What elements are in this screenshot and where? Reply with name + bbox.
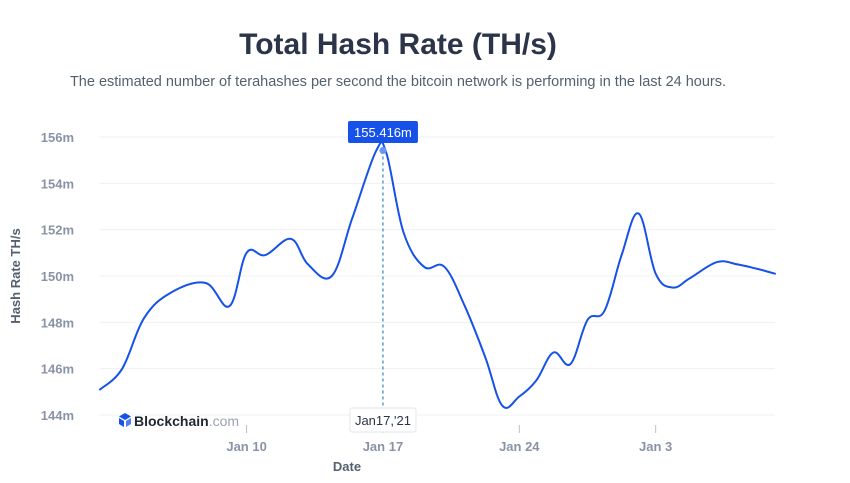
y-axis-ticks: 144m 146m 148m 150m 152m 154m 156m [41,130,74,423]
y-axis-title: Hash Rate TH/s [8,228,23,323]
y-tick-label: 152m [41,223,74,238]
svg-text:Blockchain.com: Blockchain.com [134,413,239,429]
x-tick-label: Jan 24 [499,439,540,454]
value-tooltip: 155.416m [347,121,418,143]
date-tooltip-box [349,407,417,433]
x-tick-label: Jan 17 [363,439,403,454]
x-tick-label: Jan 3 [639,439,672,454]
highlight-group: 155.416m Jan17,'21 [347,121,418,433]
blockchain-cube-icon [119,413,131,427]
brand-suffix: .com [209,413,239,429]
brand-logo: Blockchain.com [119,413,239,429]
y-tick-label: 150m [41,269,74,284]
x-tick-label: Jan 10 [226,439,266,454]
hash-rate-series-line[interactable] [99,141,776,409]
highlight-point[interactable] [379,147,387,155]
date-tooltip-label: Jan17,'21 [355,413,411,428]
y-tick-label: 146m [41,362,74,377]
y-tick-label: 156m [41,130,74,145]
x-axis-title: Date [333,459,361,474]
date-tooltip: Jan17,'21 [349,407,417,433]
chart-subtitle: The estimated number of terahashes per s… [69,74,727,90]
y-tick-label: 144m [41,408,74,423]
x-axis-ticks: Jan 10 Jan 17 Jan 24 Jan 3 [226,425,672,454]
grid-lines [100,136,775,416]
value-tooltip-label: 155.416m [354,125,412,140]
value-tooltip-box [347,121,418,143]
y-tick-label: 154m [41,176,74,191]
chart-title: Total Hash Rate (TH/s) [239,28,557,61]
y-tick-label: 148m [41,315,74,330]
brand-name: Blockchain [134,413,209,429]
